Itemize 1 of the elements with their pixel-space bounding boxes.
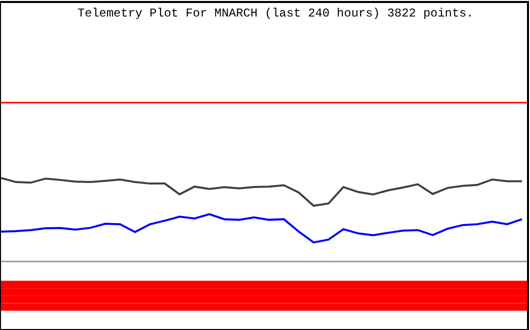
chart-title: Telemetry Plot For MNARCH (last 240 hours) 3822 points.	[78, 6, 474, 21]
